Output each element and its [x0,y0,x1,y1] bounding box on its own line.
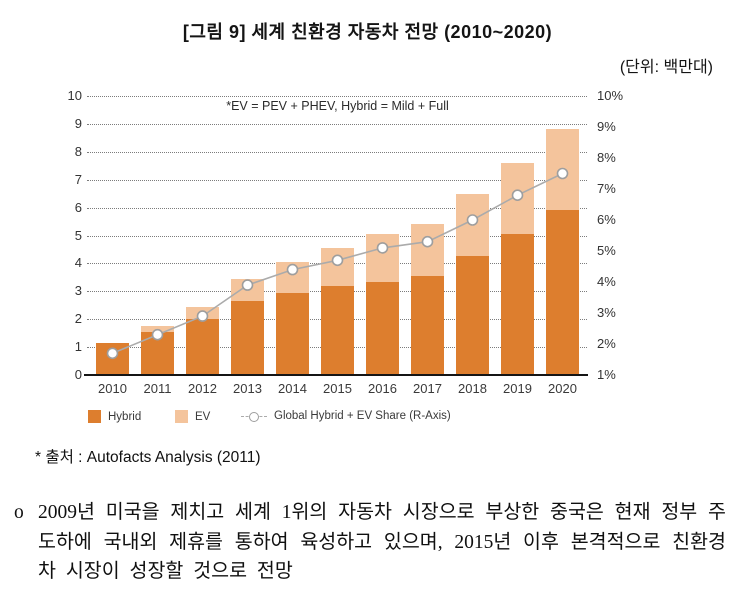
x-label-2011: 2011 [143,381,172,396]
x-label-2014: 2014 [278,381,307,396]
bar-hybrid-2018 [456,256,489,375]
bar-ev-2017 [411,224,444,276]
x-label-2016: 2016 [368,381,397,396]
x-label-2019: 2019 [503,381,532,396]
share-marker-2015 [331,254,344,267]
right-tick-2: 2% [597,336,616,351]
x-label-2017: 2017 [413,381,442,396]
bar-hybrid-2015 [321,285,354,375]
bar-ev-2015 [321,248,354,286]
x-label-2010: 2010 [98,381,127,396]
unit-label: (단위: 백만대) [619,59,713,76]
right-tick-10: 10% [597,88,624,103]
bar-hybrid-2012 [186,319,219,375]
x-axis-labels: 2010 2011 2012 2013 2014 2015 2016 2017 2018 2019… [90,381,585,397]
gridline-8 [87,151,587,153]
share-marker-2010 [106,347,119,360]
x-label-2013: 2013 [233,381,262,396]
left-tick-0: 0 [74,367,82,382]
right-tick-1: 1% [597,367,616,382]
share-marker-2018 [466,214,479,226]
left-tick-9: 9 [74,115,82,131]
x-label-2018: 2018 [458,381,487,396]
legend: Hybrid EV Global Hybrid + EV Share (R-Ax… [0,410,735,428]
paragraph-bullet: o [14,502,24,523]
left-tick-10: 10 [67,88,82,103]
share-marker-2012 [196,310,209,322]
share-marker-2016 [376,242,389,254]
left-tick-1: 1 [74,339,82,355]
bar-hybrid-2017 [411,275,444,375]
line-marker-icon [241,411,267,422]
legend-label-hybrid: Hybrid [108,410,142,423]
right-tick-5: 5% [597,243,616,258]
body-paragraph: o 2009년 미국을 제치고 세계 1위의 자동차 시장으로 부상한 중국은 … [14,498,726,587]
gridline-9 [87,123,587,125]
left-tick-8: 8 [74,143,82,159]
bar-hybrid-2013 [231,301,264,375]
legend-item-share: Global Hybrid + EV Share (R-Axis) [241,410,451,422]
gridline-6 [87,207,587,209]
x-axis-line [84,374,588,376]
right-tick-9: 9% [597,119,616,134]
legend-item-hybrid: Hybrid [88,410,141,423]
bar-ev-2016 [366,234,399,282]
share-line-chart [106,167,569,360]
right-tick-7: 7% [597,181,616,196]
x-label-2012: 2012 [188,381,217,396]
right-tick-6: 6% [597,212,616,227]
gridline-5 [87,235,587,237]
chart-title: [그림 9] 세계 친환경 자동차 전망 (2010~2020) [182,22,553,42]
legend-label-share: Global Hybrid + EV Share (R-Axis) [274,410,451,422]
plot-area: *EV = PEV + PHEV, Hybrid = Mild + Full 1… [68,88,624,382]
gridline-10 [87,96,587,97]
bar-hybrid-2014 [276,292,309,375]
share-marker-2019 [511,189,524,201]
left-tick-5: 5 [74,227,82,243]
left-tick-4: 4 [74,255,82,271]
gridline-7 [87,179,587,181]
share-marker-2013 [241,279,254,291]
source-line: * 출처 : Autofacts Analysis (2011) [35,449,261,466]
legend-item-ev: EV [175,410,210,423]
left-tick-2: 2 [74,311,82,327]
share-marker-2011 [151,328,164,341]
hybrid-swatch [88,410,101,423]
x-label-2015: 2015 [323,381,352,396]
legend-label-ev: EV [195,410,211,423]
x-label-2020: 2020 [548,381,577,396]
right-tick-4: 4% [597,274,616,289]
bar-hybrid-2020 [546,210,579,375]
bar-hybrid-2016 [366,281,399,375]
ev-swatch [175,410,188,423]
left-tick-6: 6 [74,199,82,215]
share-marker-2014 [286,263,299,276]
right-tick-8: 8% [597,150,616,165]
left-tick-7: 7 [74,171,82,187]
right-tick-3: 3% [597,305,616,320]
paragraph-text: 2009년 미국을 제치고 세계 1위의 자동차 시장으로 부상한 중국은 현재… [38,502,726,582]
bar-hybrid-2019 [501,234,534,375]
chart-annotation: *EV = PEV + PHEV, Hybrid = Mild + Full [226,99,449,113]
share-marker-2017 [421,235,434,248]
left-tick-3: 3 [74,283,82,299]
share-marker-2020 [556,167,569,180]
